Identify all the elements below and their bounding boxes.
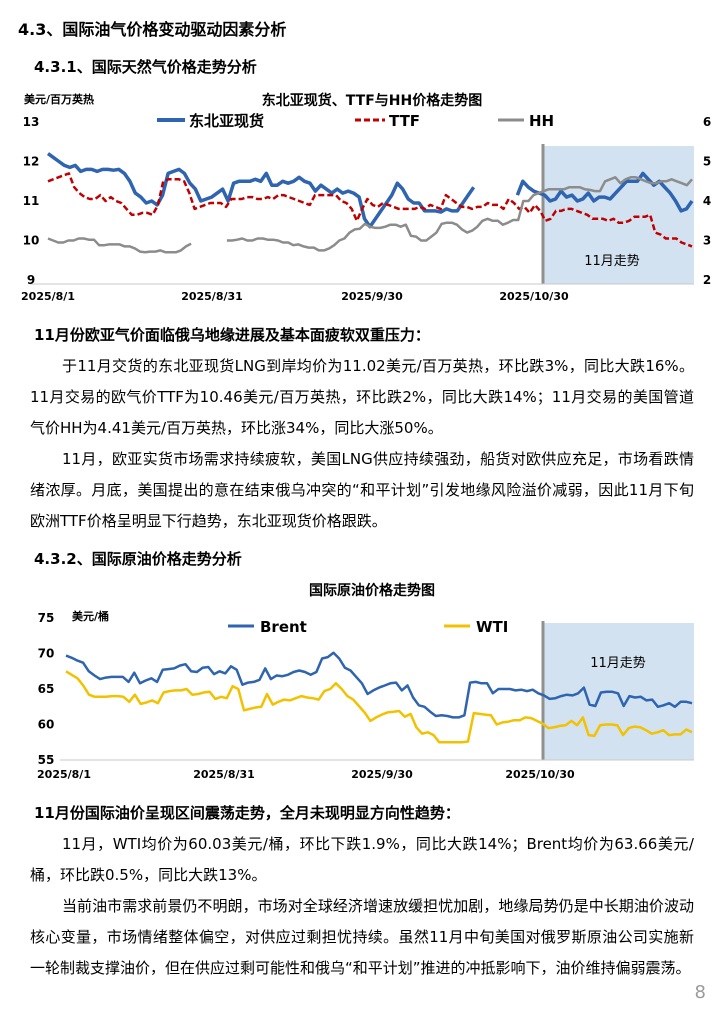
- y2-tick-label: 2: [703, 273, 711, 287]
- legend-label-wti: WTI: [476, 618, 508, 636]
- y-tick-label: 70: [38, 647, 55, 661]
- chart-title: 国际原油价格走势图: [309, 582, 435, 599]
- legend-label-ttf: TTF: [389, 112, 420, 130]
- y-tick-label: 9: [27, 273, 35, 287]
- shaded-region-label: 11月走势: [590, 655, 646, 671]
- x-tick-label: 2025/9/30: [341, 290, 403, 303]
- gas-price-chart: 东北亚现货、TTF与HH价格走势图 美元/百万英热 东北亚现货 TTF HH 1…: [21, 92, 711, 303]
- x-tick-label: 2025/8/1: [37, 768, 91, 781]
- oil-price-chart: 国际原油价格走势图 美元/桶 Brent WTI 11月走势 75 70 65 60 5…: [37, 582, 694, 781]
- oil-paragraph-1: 11月，WTI均价为60.03美元/桶，环比下跌1.9%，同比大跌14%；Bre…: [30, 835, 694, 884]
- y-tick-label: 12: [23, 155, 40, 169]
- legend-label-hh: HH: [529, 112, 554, 130]
- x-tick-label: 2025/8/31: [181, 290, 243, 303]
- x-tick-label: 2025/8/1: [21, 290, 75, 303]
- y-tick-label: 55: [38, 753, 55, 767]
- oil-section-heading: 4.3.2、国际原油价格走势分析: [34, 550, 242, 568]
- november-shaded-region: [543, 623, 694, 760]
- gas-summary-title: 11月份欧亚气价面临俄乌地缘进展及基本面疲软双重压力：: [34, 326, 430, 344]
- legend: 东北亚现货 TTF HH: [157, 112, 554, 130]
- gas-paragraph-2: 11月，欧亚实货市场需求持续疲软，美国LNG供应持续强劲，船货对欧供应充足，市场…: [30, 450, 694, 530]
- shaded-region-label: 11月走势: [584, 253, 640, 269]
- page-number: 8: [694, 982, 706, 1003]
- y2-tick-label: 5: [703, 155, 711, 169]
- y2-tick-label: 6: [703, 115, 711, 129]
- y-tick-label: 10: [23, 234, 40, 248]
- series-line-hh: [47, 176, 693, 254]
- oil-summary-title: 11月份国际油价呈现区间震荡走势，全月未现明显方向性趋势：: [34, 804, 460, 822]
- x-tick-label: 2025/10/30: [499, 290, 569, 303]
- gas-body: 于11月交货的东北亚现货LNG到岸均价为11.02美元/百万英热，环比跌3%，同…: [30, 351, 694, 537]
- y-tick-label: 65: [38, 682, 55, 696]
- y-tick-label: 60: [38, 718, 55, 732]
- y2-tick-label: 4: [703, 194, 711, 208]
- series-line-ttf: [47, 172, 693, 248]
- chart-title: 东北亚现货、TTF与HH价格走势图: [262, 92, 482, 109]
- x-tick-label: 2025/10/30: [505, 768, 575, 781]
- y-axis-unit-label: 美元/桶: [72, 609, 109, 623]
- series-line-wti: [65, 670, 693, 744]
- legend-label-northeast-asia: 东北亚现货: [189, 112, 264, 130]
- y-tick-label: 13: [23, 115, 40, 129]
- gas-paragraph-1: 于11月交货的东北亚现货LNG到岸均价为11.02美元/百万英热，环比跌3%，同…: [30, 357, 694, 437]
- gas-section-heading: 4.3.1、国际天然气价格走势分析: [34, 58, 257, 76]
- oil-paragraph-2: 当前油市需求前景仍不明朗，市场对全球经济增速放缓担忧加剧，地缘局势仍是中长期油价…: [30, 897, 694, 977]
- november-shaded-region: [543, 146, 694, 284]
- section-heading: 4.3、国际油气价格变动驱动因素分析: [18, 20, 287, 39]
- legend-label-brent: Brent: [260, 618, 307, 636]
- x-tick-label: 2025/8/31: [193, 768, 255, 781]
- oil-body: 11月，WTI均价为60.03美元/桶，环比下跌1.9%，同比大跌14%；Bre…: [30, 829, 694, 984]
- series-line-northeast-asia-spot: [46, 152, 694, 229]
- y-axis-unit-label: 美元/百万英热: [24, 92, 94, 106]
- x-tick-label: 2025/9/30: [351, 768, 413, 781]
- y2-tick-label: 3: [703, 234, 711, 248]
- y-tick-label: 75: [38, 611, 55, 625]
- y-tick-label: 11: [23, 194, 40, 208]
- legend: Brent WTI: [228, 618, 508, 636]
- series-line-brent: [65, 651, 693, 719]
